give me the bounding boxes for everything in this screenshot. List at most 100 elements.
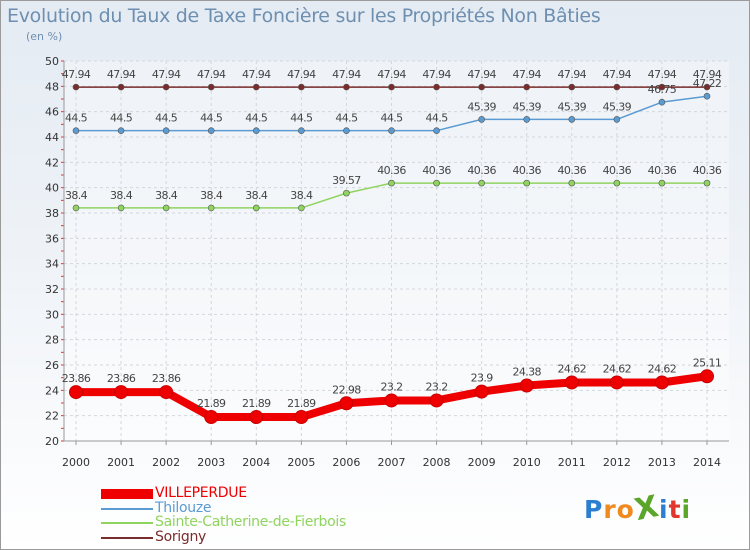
data-label: 47.94: [152, 68, 181, 81]
data-label: 47.94: [242, 68, 271, 81]
legend-label: Sainte-Catherine-de-Fierbois: [155, 514, 346, 530]
proxiti-logo: ProXiti: [584, 488, 691, 529]
y-tick-label: 24: [45, 384, 59, 397]
data-label: 21.89: [242, 397, 271, 410]
x-tick-label: 2005: [287, 456, 315, 469]
data-label: 21.89: [197, 397, 226, 410]
data-point: [388, 127, 395, 134]
data-label: 25.11: [693, 356, 722, 369]
data-label: 47.94: [467, 68, 496, 81]
data-point: [298, 204, 305, 212]
data-point: [564, 375, 579, 390]
data-label: 47.94: [107, 68, 136, 81]
y-tick-label: 36: [45, 232, 59, 245]
data-point: [568, 83, 576, 91]
data-point: [343, 83, 350, 91]
data-point: [658, 83, 666, 91]
data-point: [207, 83, 215, 91]
series-villeperdue: [69, 369, 714, 425]
data-label: 40.36: [377, 164, 406, 177]
data-point: [72, 127, 80, 134]
data-label: 47.94: [197, 68, 226, 81]
data-point: [568, 179, 576, 187]
data-point: [252, 83, 260, 91]
y-tick-label: 48: [45, 80, 59, 93]
data-label: 38.4: [245, 189, 268, 202]
data-label: 38.4: [155, 189, 178, 202]
data-label: 23.86: [62, 372, 91, 385]
series-layer: [69, 83, 714, 425]
x-tick-label: 2000: [62, 456, 90, 469]
data-label: 47.94: [512, 68, 541, 81]
data-label: 47.22: [693, 77, 722, 90]
data-point: [294, 410, 309, 425]
data-label: 38.4: [110, 189, 133, 202]
x-tick-label: 2010: [513, 456, 541, 469]
x-tick-label: 2006: [332, 456, 360, 469]
y-tick-label: 40: [45, 182, 59, 195]
data-point: [613, 116, 621, 123]
y-tick-label: 42: [45, 156, 59, 169]
y-tick-label: 44: [45, 131, 59, 144]
data-point: [568, 116, 576, 123]
data-label: 44.5: [290, 112, 313, 125]
data-point: [658, 98, 666, 106]
data-label: 44.5: [426, 112, 449, 125]
legend-swatch: [101, 507, 153, 510]
data-point: [298, 127, 305, 134]
data-point: [252, 204, 260, 212]
data-point: [69, 385, 83, 400]
data-point: [388, 83, 395, 91]
data-label: 40.36: [422, 164, 451, 177]
data-point: [703, 83, 711, 91]
data-point: [204, 410, 219, 425]
data-label: 47.94: [287, 68, 316, 81]
data-label: 21.89: [287, 397, 316, 410]
logo-letter: P: [584, 495, 604, 524]
data-point: [654, 375, 669, 390]
data-label: 23.2: [426, 380, 448, 393]
data-point: [474, 384, 489, 399]
y-tick-label: 32: [45, 283, 59, 296]
x-tick-label: 2013: [648, 456, 676, 469]
data-label: 44.5: [65, 112, 88, 125]
data-point: [162, 83, 170, 91]
data-label: 38.4: [200, 189, 223, 202]
data-label: 47.94: [422, 68, 451, 81]
data-point: [613, 179, 621, 187]
series-sorigny: [72, 83, 711, 91]
x-tick-label: 2002: [152, 456, 180, 469]
data-label-layer: 47.94 47.94 47.94 47.94 47.94 47.94 47.94 47.94…: [62, 68, 723, 410]
data-label: 23.86: [152, 372, 181, 385]
logo-letter: o: [616, 495, 635, 524]
data-point: [523, 116, 531, 123]
y-tick-label: 38: [45, 207, 59, 220]
y-tick-label: 30: [45, 308, 59, 321]
data-point: [384, 393, 399, 408]
data-label: 23.2: [380, 380, 402, 393]
data-label: 39.57: [332, 174, 361, 187]
data-label: 40.36: [648, 164, 677, 177]
legend-swatch: [101, 489, 153, 500]
y-tick-label: 20: [45, 435, 59, 448]
data-label: 24.62: [558, 362, 587, 375]
data-label: 47.94: [62, 68, 91, 81]
data-point: [72, 83, 80, 91]
data-label: 45.39: [558, 100, 587, 113]
y-tick-label: 26: [45, 359, 59, 372]
data-point: [343, 189, 350, 197]
data-point: [162, 204, 170, 212]
x-tick-label: 2007: [378, 456, 406, 469]
data-point: [117, 83, 125, 91]
data-point: [613, 83, 621, 91]
data-label: 47.94: [693, 68, 722, 81]
data-label: 40.36: [693, 164, 722, 177]
data-point: [117, 204, 125, 212]
data-point: [433, 83, 440, 91]
data-label: 44.5: [335, 112, 358, 125]
data-point: [298, 83, 305, 91]
x-tick-label: 2003: [197, 456, 225, 469]
logo-letter: X: [631, 488, 663, 529]
data-point: [117, 127, 125, 134]
